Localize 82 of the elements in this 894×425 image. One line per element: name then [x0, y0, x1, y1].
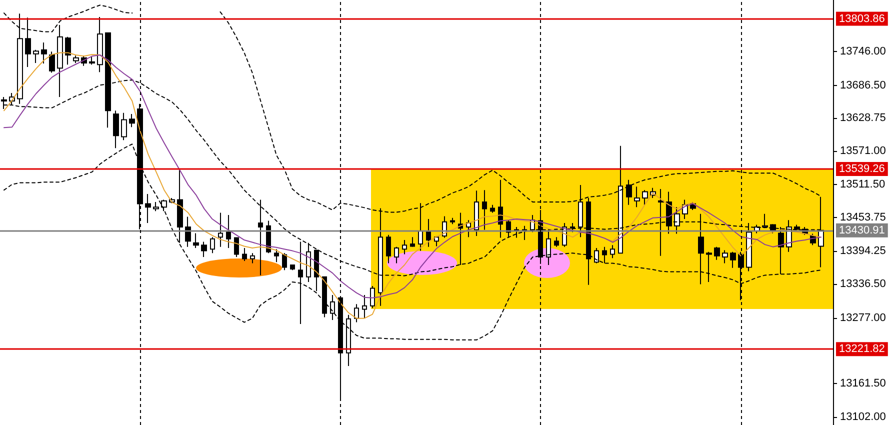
candlestick [161, 199, 167, 212]
candlestick [89, 56, 95, 66]
candlestick [570, 222, 575, 233]
candlestick [706, 251, 712, 283]
y-tick-label: 13453.75 [840, 211, 886, 224]
candlestick [250, 252, 255, 264]
y-tick-label: 13394.25 [840, 245, 886, 258]
candlestick [121, 112, 127, 141]
candlestick [362, 294, 367, 319]
candlestick [458, 212, 463, 266]
candlestick [642, 190, 648, 206]
y-tick-label: 13571.00 [840, 144, 886, 157]
candlestick [370, 285, 375, 309]
candlestick [594, 247, 599, 264]
candlestick [434, 236, 439, 247]
candlestick [626, 179, 632, 206]
candlestick [394, 246, 399, 264]
candlestick [193, 232, 199, 248]
candlestick [746, 222, 752, 272]
candlestick [290, 264, 295, 271]
candlestick [482, 190, 487, 230]
candlestick [634, 186, 640, 208]
candlestick [242, 247, 247, 262]
candlestick [177, 169, 183, 244]
candlestick [129, 114, 135, 128]
candlestick [25, 17, 31, 68]
candlestick [402, 240, 407, 255]
candlestick [450, 217, 455, 225]
candlestick [466, 220, 471, 238]
candlestick [185, 216, 191, 248]
ref-line-label: 13221.82 [839, 343, 885, 356]
candlestick [794, 224, 800, 230]
y-tick-label: 13102.00 [840, 411, 886, 424]
y-tick-label: 13161.50 [840, 377, 886, 390]
candlestick [17, 13, 23, 104]
candlestick [218, 212, 223, 248]
candlestick [322, 276, 327, 318]
candlestick [426, 218, 431, 248]
candlestick [474, 190, 479, 237]
candlestick [714, 246, 720, 260]
candlestick [113, 110, 119, 149]
candlestick [41, 42, 47, 64]
y-tick-label: 13686.50 [840, 79, 886, 92]
candlestick [666, 191, 672, 234]
ref-line-label: 13803.86 [839, 12, 885, 25]
candlestick [226, 214, 231, 248]
candlestick [730, 251, 736, 268]
candlestick [65, 36, 71, 66]
candlestick [498, 179, 503, 238]
candlestick [201, 241, 207, 258]
candlestick [554, 236, 559, 248]
candlestick [145, 194, 151, 224]
candlestick [282, 252, 287, 271]
candlestick [97, 16, 103, 73]
candlestick [234, 237, 239, 258]
y-tick-label: 13746.00 [840, 46, 886, 58]
candlestick [410, 236, 415, 248]
candlestick [522, 225, 527, 241]
candlestick [546, 229, 551, 266]
candlestick [57, 24, 63, 98]
candlestick [490, 204, 495, 214]
candlestick [762, 213, 768, 229]
candlestick [49, 51, 55, 74]
candlestick [674, 206, 680, 234]
candlestick [33, 49, 39, 64]
candlestick [722, 250, 728, 264]
candlestick [602, 246, 607, 264]
candlestick [73, 55, 79, 64]
ref-line-label: 13430.91 [839, 224, 885, 236]
candlestick [274, 248, 279, 263]
candlestick [658, 188, 664, 256]
candlestick [330, 294, 335, 321]
candlestick [153, 202, 159, 212]
candlestick [610, 244, 615, 259]
y-tick-label: 13511.50 [840, 178, 886, 191]
candlestick [354, 304, 359, 323]
candlestick [210, 236, 215, 254]
y-tick-label: 13628.75 [840, 112, 886, 124]
ref-line-label: 13539.26 [839, 162, 885, 175]
candlestick [386, 234, 391, 264]
y-tick-label: 13277.00 [840, 312, 886, 324]
y-tick-label: 13336.50 [840, 278, 886, 290]
